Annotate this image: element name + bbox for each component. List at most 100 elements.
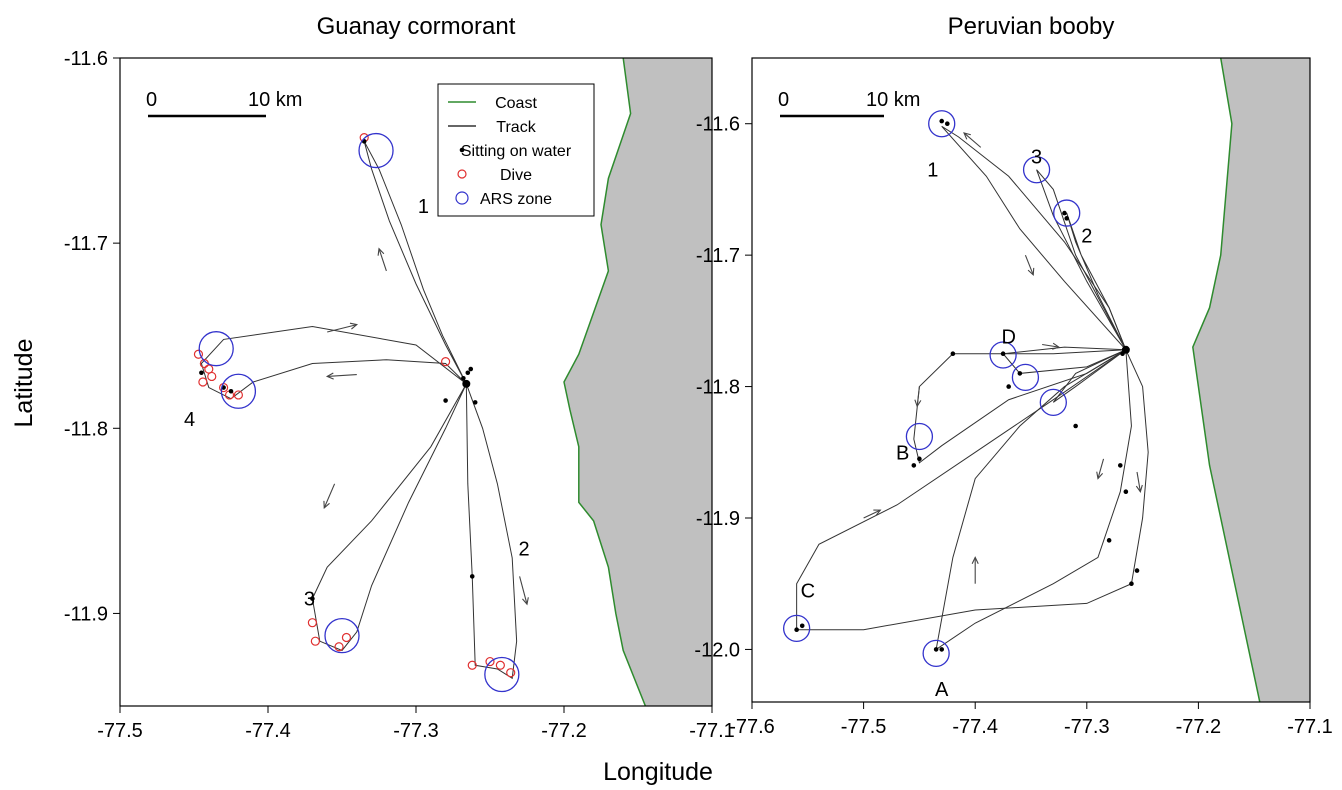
x-tick-label: -77.2	[541, 720, 587, 742]
sitting-point	[1129, 581, 1134, 587]
track-C	[796, 349, 1149, 631]
ars-zone	[928, 110, 956, 138]
ars-zone	[1022, 156, 1051, 184]
sitting-point	[939, 647, 945, 652]
direction-arrow-head	[323, 500, 330, 510]
panel-title: Guanay cormorant	[317, 13, 516, 40]
x-tick-label: -77.2	[1176, 716, 1222, 738]
y-tick-label: -11.6	[696, 114, 740, 136]
ars-zone	[922, 639, 950, 668]
scale-bar-start-label: 0	[146, 89, 157, 111]
x-tick-label: -77.6	[729, 716, 775, 738]
plot-area: 1 3 2 D B C A	[782, 58, 1310, 702]
plot-area: 1 4 3 2	[184, 58, 712, 706]
trip-label: 1	[927, 160, 938, 182]
sitting-point	[228, 388, 234, 394]
sitting-point	[911, 463, 917, 468]
dive-point	[233, 390, 243, 400]
dive-point	[207, 371, 217, 382]
ars-zone	[1039, 388, 1067, 416]
sitting-point	[950, 351, 956, 357]
x-tick-label: -77.3	[1064, 716, 1110, 738]
panel-peruvian-booby: 1 3 2 D B C A -77.6 -77.5 -77.4 -77.3 -77.2 -77.1 -11…	[694, 13, 1332, 738]
ars-zone	[220, 373, 257, 409]
x-tick-label: -77.5	[97, 720, 143, 742]
sitting-point	[461, 375, 466, 381]
direction-arrow	[323, 483, 336, 509]
direction-arrow-head	[1135, 484, 1143, 493]
sitting-point	[443, 398, 448, 403]
colony-point	[1121, 345, 1130, 354]
track-D	[1002, 346, 1127, 374]
sitting-point	[310, 596, 315, 601]
sitting-point	[1062, 210, 1067, 216]
y-tick-label: -11.9	[64, 603, 108, 625]
track-4	[200, 325, 467, 400]
direction-arrow	[519, 576, 528, 605]
land-area	[1192, 58, 1310, 702]
trip-label: 4	[184, 409, 195, 431]
sitting-point	[469, 574, 475, 579]
sitting-point	[933, 647, 939, 652]
ars-zone	[484, 656, 520, 693]
trip-label: 3	[1031, 147, 1042, 169]
sitting-point	[1017, 371, 1023, 376]
sitting-point	[468, 366, 474, 372]
ars-zone	[198, 331, 234, 367]
direction-arrow-head	[349, 322, 359, 330]
sitting-point	[799, 623, 805, 629]
sitting-point	[794, 627, 799, 633]
direction-arrow-head	[325, 372, 334, 380]
ars-zone	[1011, 363, 1040, 392]
sitting-point	[472, 400, 478, 405]
trip-label: 3	[304, 589, 315, 611]
ars-zone	[1053, 199, 1081, 227]
direction-arrow	[327, 324, 357, 333]
sitting-point	[945, 121, 950, 127]
direction-arrow-head	[963, 132, 971, 140]
direction-arrow-head	[873, 509, 882, 516]
track-A	[935, 349, 1132, 651]
legend-swatch	[455, 191, 469, 205]
direction-arrow	[327, 374, 357, 377]
ars-zone	[358, 132, 394, 169]
direction-arrow-head	[1052, 342, 1061, 350]
sitting-point	[939, 118, 945, 124]
sitting-point	[1073, 423, 1078, 429]
ars-zone	[782, 614, 811, 643]
dive-point	[441, 357, 451, 367]
x-tick-label: -77.4	[245, 720, 291, 742]
x-tick-label: -77.5	[841, 716, 887, 738]
dive-point	[495, 660, 505, 670]
legend-label: Sitting on water	[461, 143, 572, 160]
scale-bar-end-label: 10 km	[248, 89, 302, 111]
legend-label: Track	[496, 119, 536, 136]
ars-zone	[989, 341, 1017, 369]
x-axis-title: Longitude	[603, 758, 713, 786]
sitting-point	[1106, 538, 1112, 543]
direction-arrow	[963, 132, 982, 148]
dive-point	[307, 618, 317, 628]
sitting-point	[1064, 216, 1070, 221]
dive-point	[506, 668, 516, 678]
trip-label: 2	[1081, 225, 1092, 247]
x-tick-label: -77.4	[952, 716, 998, 738]
y-tick-label: -11.9	[696, 508, 740, 530]
sitting-point	[199, 370, 204, 376]
plot-frame	[751, 57, 1311, 703]
sitting-point	[917, 456, 922, 462]
trip-label: B	[896, 442, 909, 464]
dive-point	[341, 632, 352, 643]
sitting-point	[465, 370, 471, 376]
panel-guanay-cormorant: 1 4 3 2 -77.5 -77.4 -77.3 -77.2 -77.1 -11.6 -11.7 -…	[64, 13, 735, 742]
y-tick-label: -12.0	[694, 639, 740, 661]
sitting-point	[1134, 568, 1140, 573]
trip-label: D	[1001, 327, 1015, 349]
panel-title: Peruvian booby	[948, 13, 1115, 40]
coastline	[1192, 58, 1261, 702]
track-2	[465, 383, 518, 680]
y-tick-label: -11.8	[696, 377, 740, 399]
y-tick-label: -11.7	[696, 245, 740, 267]
direction-arrow	[1136, 471, 1141, 492]
direction-arrow-head	[971, 556, 979, 564]
